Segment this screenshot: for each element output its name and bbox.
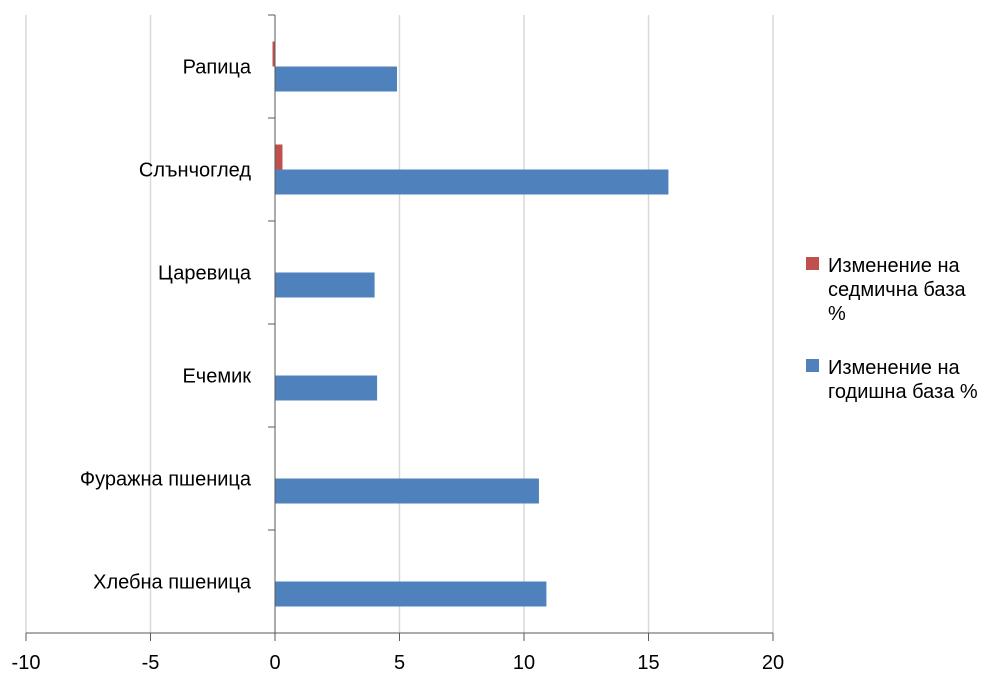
bar-yearly [275, 169, 669, 195]
category-label: Хлебна пшеница [93, 572, 252, 594]
bar-weekly [272, 41, 275, 67]
bar-yearly [275, 478, 539, 504]
legend-item-yearly: Изменение на годишна база % [806, 356, 982, 404]
x-tick-label: 20 [762, 652, 784, 674]
category-label: Рапица [183, 57, 252, 79]
legend-item-weekly: Изменение на седмична база % [806, 254, 982, 326]
category-label: Ечемик [182, 366, 251, 388]
legend-swatch-weekly [806, 257, 819, 270]
bar-weekly [275, 144, 283, 170]
x-tick-label: -5 [142, 652, 160, 674]
x-tick-label: -10 [12, 652, 41, 674]
bar-yearly [275, 66, 398, 92]
legend-label-yearly: Изменение на годишна база % [828, 357, 978, 403]
bars [272, 41, 669, 607]
x-tick-label: 15 [637, 652, 659, 674]
labels: -10 -5 0 5 10 15 20 Хлебна пшеница Фуражна пшени… [12, 57, 785, 675]
x-tick-label: 0 [269, 652, 280, 674]
category-label: Царевица [158, 263, 252, 285]
bar-yearly [275, 581, 547, 607]
axes [25, 14, 774, 641]
bar-yearly [275, 375, 378, 401]
category-label: Слънчоглед [139, 160, 251, 182]
legend: Изменение на седмична база % Изменение н… [806, 254, 982, 404]
legend-label-weekly: Изменение на седмична база % [828, 255, 966, 325]
legend-swatch-yearly [806, 359, 819, 372]
category-label: Фуражна пшеница [80, 469, 252, 491]
x-tick-label: 10 [513, 652, 535, 674]
x-tick-label: 5 [394, 652, 405, 674]
bar-yearly [275, 272, 375, 298]
gridlines [25, 15, 774, 633]
